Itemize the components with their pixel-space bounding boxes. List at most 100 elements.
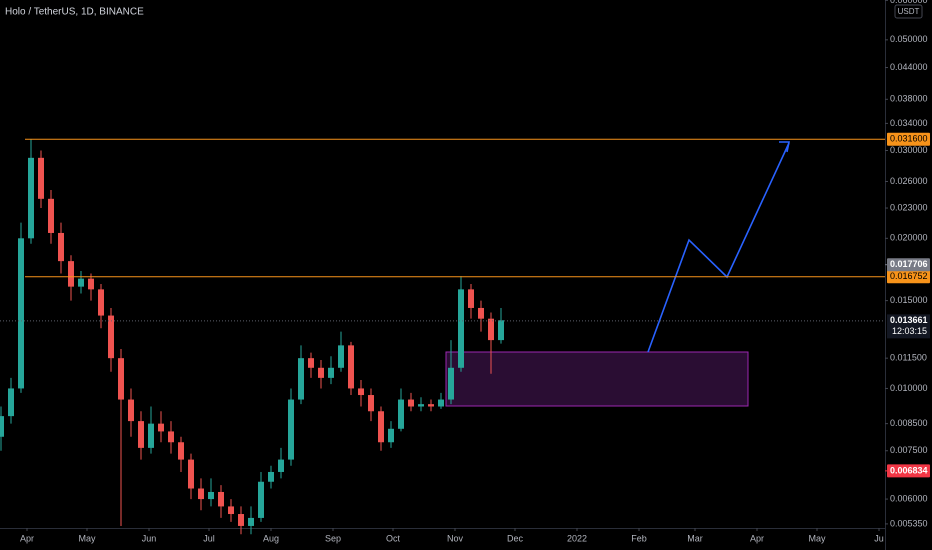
y-tick-label: 0.006000: [890, 493, 928, 503]
y-tick-label: 0.020000: [890, 233, 928, 243]
candle-body: [168, 431, 174, 443]
currency-box: [894, 4, 923, 19]
candle-body: [88, 278, 94, 290]
candle-body: [278, 459, 284, 472]
y-tick-label: 0.044000: [890, 62, 928, 72]
price-label-box: [887, 314, 930, 339]
candle-body: [418, 404, 424, 407]
candle-body: [128, 399, 134, 422]
candle-body: [378, 411, 384, 443]
demand-zone: [445, 351, 749, 407]
candle-body: [288, 399, 294, 460]
y-tick-label: 0.034000: [890, 118, 928, 128]
x-tick-label: Sep: [325, 533, 341, 543]
y-tick-label: 0.007500: [890, 445, 928, 455]
y-tick-label: 0.030000: [890, 145, 928, 155]
y-tick-label: 0.050000: [890, 34, 928, 44]
candle-body: [138, 421, 144, 448]
candle-body: [68, 261, 74, 287]
y-tick-label: 0.011500: [890, 353, 927, 363]
chart-title: Holo / TetherUS, 1D, BINANCE: [5, 7, 144, 18]
candle-body: [78, 278, 84, 287]
level-label: 0.016752: [890, 271, 928, 281]
countdown-label: 12:03:15: [892, 326, 927, 336]
candle-body: [298, 358, 304, 400]
plot-area: [0, 139, 504, 535]
arrow-head: [779, 141, 790, 153]
candle-body: [348, 345, 354, 389]
x-tick-label: Nov: [447, 533, 464, 543]
x-tick-label: Jul: [203, 533, 215, 543]
candle-body: [148, 423, 154, 448]
candle-body: [228, 506, 234, 515]
y-tick-label: 0.005350: [890, 518, 928, 528]
candle-body: [318, 367, 324, 378]
x-tick-label: Aug: [263, 533, 279, 543]
candle-body: [268, 471, 274, 482]
candle-body: [208, 491, 214, 500]
candle-body: [488, 318, 494, 341]
candle-body: [0, 416, 4, 437]
price-label: 0.017706: [890, 259, 928, 269]
candle-body: [218, 491, 224, 507]
candle-body: [328, 367, 334, 378]
candle-body: [108, 315, 114, 359]
candle-body: [388, 428, 394, 443]
price-label-box: [887, 464, 930, 478]
x-tick-label: Ju: [874, 533, 884, 543]
x-tick-label: Oct: [386, 533, 401, 543]
candle-body: [458, 289, 464, 368]
candle-body: [8, 388, 14, 417]
y-tick-label: 0.010000: [890, 383, 928, 393]
candle-body: [98, 289, 104, 316]
x-tick-label: May: [78, 533, 96, 543]
candle-body: [188, 459, 194, 489]
candle-body: [308, 358, 314, 368]
y-tick-label: 0.008500: [890, 418, 928, 428]
x-tick-label: Mar: [687, 533, 703, 543]
candle-body: [438, 399, 444, 407]
level-label-box: [887, 132, 930, 146]
x-tick-label: Apr: [750, 533, 764, 543]
candle-body: [468, 289, 474, 308]
level-label: 0.031600: [890, 134, 928, 144]
candle-body: [478, 307, 484, 319]
candle-body: [338, 345, 344, 368]
candle-body: [158, 423, 164, 432]
candle-body: [498, 320, 504, 341]
y-tick-label: 0.026000: [890, 176, 928, 186]
x-tick-label: May: [808, 533, 826, 543]
x-tick-label: Apr: [20, 533, 34, 543]
candle-body: [48, 198, 54, 233]
y-tick-label: 0.015000: [890, 295, 928, 305]
x-tick-label: Feb: [631, 533, 647, 543]
candle-body: [118, 358, 124, 400]
candle-body: [428, 404, 434, 407]
candle-body: [258, 481, 264, 518]
candle-body: [368, 395, 374, 412]
candle-body: [178, 442, 184, 460]
candle-body: [58, 232, 64, 262]
candle-body: [448, 367, 454, 400]
x-tick-label: Jun: [142, 533, 157, 543]
candle-body: [398, 399, 404, 429]
candle-body: [238, 514, 244, 526]
level-label-box: [887, 270, 930, 284]
y-tick-label: 0.023000: [890, 202, 928, 212]
candle-body: [408, 399, 414, 407]
candle-body: [358, 388, 364, 396]
price-label: 0.013661: [890, 315, 928, 325]
candle-body: [248, 517, 254, 526]
y-tick-label: 0.038000: [890, 94, 928, 104]
candle-body: [28, 157, 34, 239]
price-label: 0.006834: [890, 465, 928, 475]
x-tick-label: Dec: [507, 533, 524, 543]
x-tick-label: 2022: [567, 533, 587, 543]
candle-body: [18, 238, 24, 389]
candle-body: [198, 488, 204, 500]
candle-body: [38, 157, 44, 199]
currency: USDT: [898, 7, 920, 16]
